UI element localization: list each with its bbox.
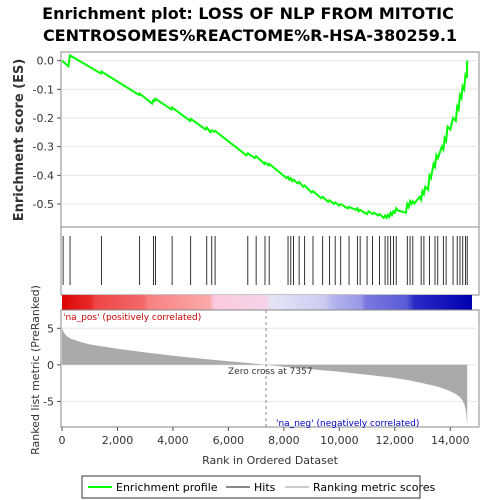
rank-panel: 5 0 -5 'na_pos' (positively correlated) 'n… [29, 285, 480, 455]
es-y-axis-label: Enrichment score (ES) [12, 59, 27, 222]
es-panel: 0.0 -0.1 -0.2 -0.3 -0.4 -0.5 Enrichment score… [12, 51, 480, 228]
es-y-tick-label: -0.2 [33, 112, 54, 125]
x-tick-label: 4,000 [157, 434, 189, 447]
es-y-tick-label: -0.3 [33, 141, 54, 154]
x-tick-label: 2,000 [102, 434, 134, 447]
hit-markers [62, 236, 468, 285]
x-tick-label: 14,000 [431, 434, 470, 447]
chart-title-line2: CENTROSOMES%REACTOME%R-HSA-380259.1 [43, 26, 457, 45]
legend-label-enrichment: Enrichment profile [116, 481, 218, 494]
es-y-tick-label: 0.0 [37, 55, 55, 68]
color-gradient-bar [62, 295, 472, 310]
rank-y-tick-label: 0 [47, 359, 54, 372]
enrichment-profile-line [61, 53, 469, 220]
x-tick-label: 10,000 [320, 434, 359, 447]
chart-title-line1: Enrichment plot: LOSS OF NLP FROM MITOTI… [42, 4, 454, 23]
neg-correlated-label: 'na_neg' (negatively correlated) [276, 419, 419, 429]
x-tick-label: 12,000 [376, 434, 415, 447]
es-y-tick-label: -0.5 [33, 198, 54, 211]
x-tick-label: 6,000 [213, 434, 245, 447]
x-axis-label: Rank in Ordered Dataset [202, 454, 339, 467]
x-tick-label: 0 [59, 434, 66, 447]
legend-label-ranking: Ranking metric scores [313, 481, 435, 494]
ranking-metric-area [62, 328, 468, 425]
rank-y-axis-label: Ranked list metric (PreRanked) [29, 285, 42, 455]
es-y-ticks: 0.0 -0.1 -0.2 -0.3 -0.4 -0.5 [33, 55, 61, 211]
pos-correlated-label: 'na_pos' (positively correlated) [63, 313, 201, 323]
es-y-tick-label: -0.4 [33, 169, 54, 182]
x-tick-label: 8,000 [268, 434, 300, 447]
legend-box [81, 475, 421, 499]
es-y-tick-label: -0.1 [33, 83, 54, 96]
legend: Enrichment profile Hits Ranking metric s… [81, 475, 435, 499]
rank-color-bar [62, 295, 472, 310]
legend-label-hits: Hits [254, 481, 276, 494]
hits-panel [60, 226, 480, 296]
rank-y-tick-label: 5 [47, 322, 54, 335]
x-axis-ticks: 0 2,000 4,000 6,000 8,000 10,000 12,000 14,000 [59, 427, 470, 447]
es-plot-area [60, 51, 480, 228]
rank-y-ticks: 5 0 -5 [43, 322, 61, 408]
zero-cross-label: Zero cross at 7357 [228, 367, 313, 377]
hits-area [60, 226, 480, 296]
rank-y-tick-label: -5 [43, 395, 54, 408]
